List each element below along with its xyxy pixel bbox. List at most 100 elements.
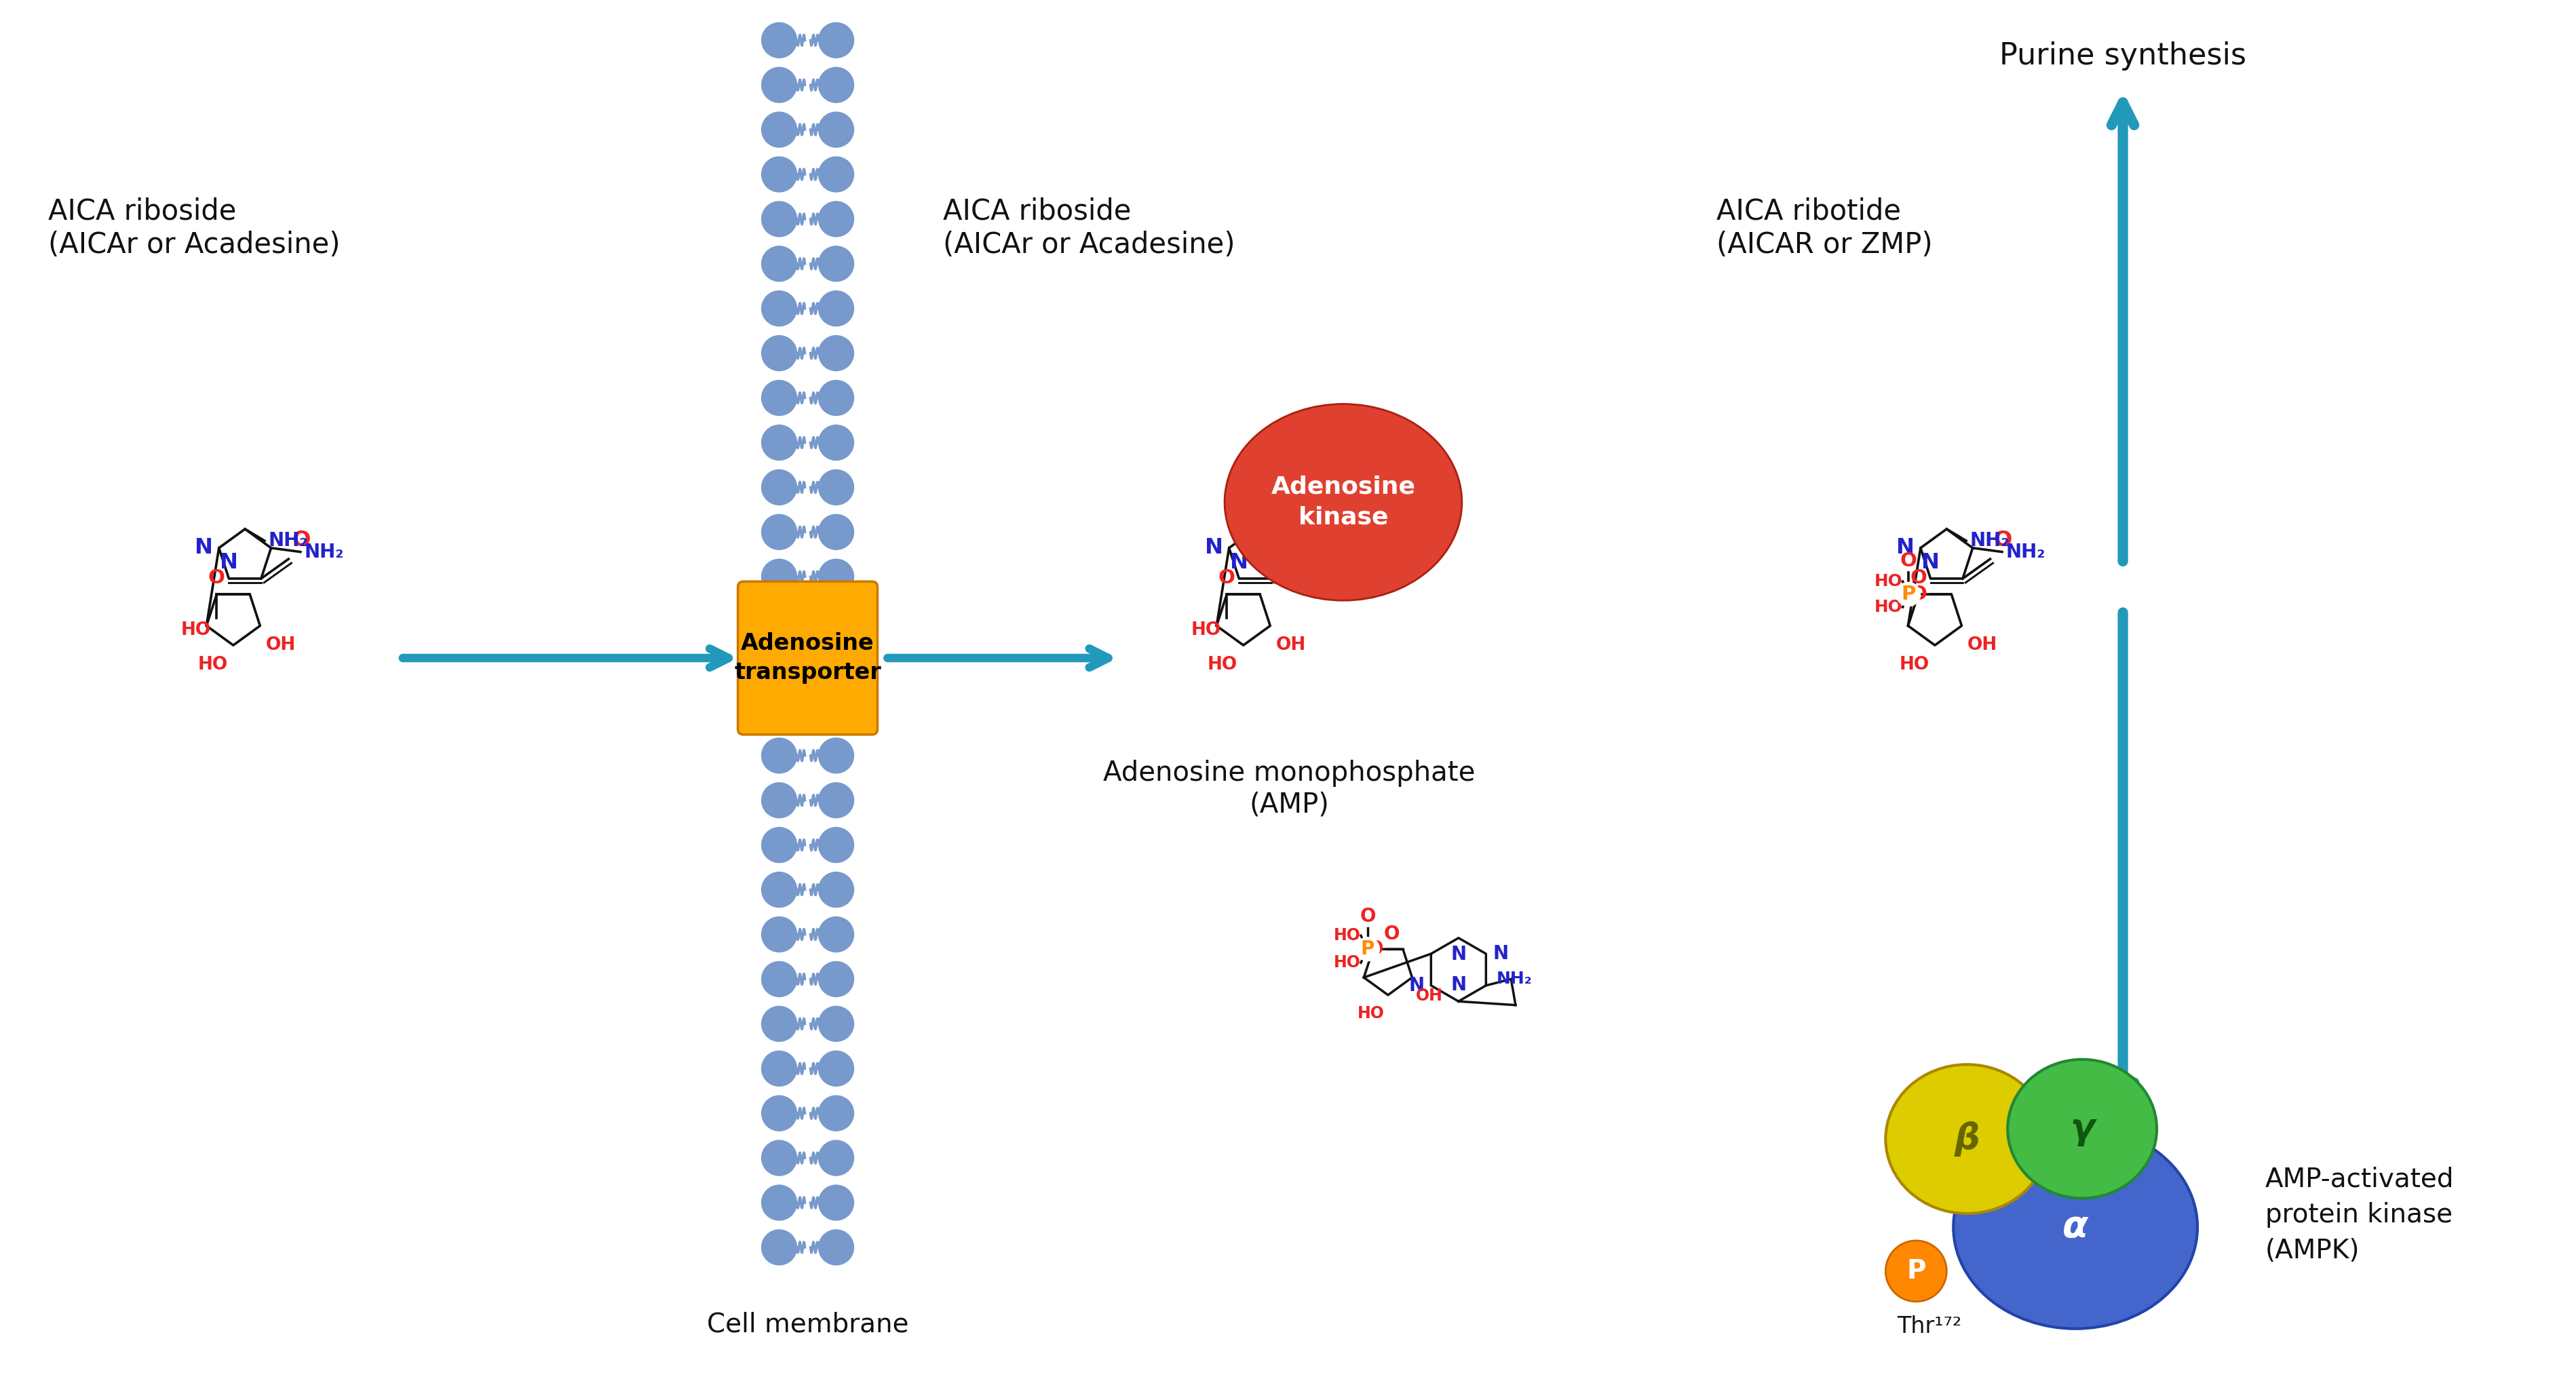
Ellipse shape [1953, 1125, 2197, 1329]
Text: OH: OH [1968, 637, 1996, 655]
Text: OH: OH [1417, 987, 1443, 1004]
Text: HO: HO [1334, 927, 1360, 944]
Circle shape [819, 1141, 853, 1175]
Text: γ: γ [2071, 1111, 2094, 1146]
Text: NH₂: NH₂ [2007, 543, 2045, 561]
Text: O: O [1218, 568, 1236, 588]
Circle shape [819, 917, 853, 952]
Text: AICA riboside
(AICAr or Acadesine): AICA riboside (AICAr or Acadesine) [943, 197, 1236, 258]
Text: O: O [291, 529, 312, 550]
Circle shape [762, 201, 796, 237]
Text: O: O [1360, 907, 1376, 926]
Text: HO: HO [180, 621, 211, 639]
Text: N: N [1896, 537, 1914, 558]
Circle shape [819, 1007, 853, 1041]
Text: N: N [1409, 976, 1425, 995]
Text: HO: HO [1334, 955, 1360, 970]
Text: N: N [1229, 551, 1249, 572]
Circle shape [762, 1007, 796, 1041]
Text: Thr¹⁷²: Thr¹⁷² [1899, 1315, 1963, 1337]
Circle shape [819, 1051, 853, 1086]
Text: HO: HO [198, 656, 227, 673]
Text: Adenosine monophosphate
(AMP): Adenosine monophosphate (AMP) [1103, 759, 1476, 818]
Text: N: N [1922, 551, 1940, 572]
Text: NH₂: NH₂ [304, 543, 343, 561]
Text: N: N [1492, 944, 1510, 963]
Circle shape [819, 246, 853, 282]
Circle shape [762, 1185, 796, 1220]
Circle shape [819, 424, 853, 461]
Text: Purine synthesis: Purine synthesis [1999, 42, 2246, 71]
Circle shape [819, 22, 853, 57]
Text: HO: HO [1899, 656, 1929, 673]
Text: HO: HO [1875, 574, 1904, 589]
Circle shape [762, 962, 796, 997]
Text: AICA riboside
(AICAr or Acadesine): AICA riboside (AICAr or Acadesine) [49, 197, 340, 258]
Text: O: O [1303, 529, 1321, 550]
Circle shape [819, 738, 853, 773]
Circle shape [762, 560, 796, 595]
Text: OH: OH [1275, 637, 1306, 655]
Circle shape [762, 67, 796, 102]
Ellipse shape [1886, 1065, 2048, 1213]
Circle shape [762, 424, 796, 461]
Circle shape [819, 514, 853, 550]
Text: Adenosine
kinase: Adenosine kinase [1270, 476, 1414, 529]
Circle shape [762, 783, 796, 818]
Circle shape [819, 201, 853, 237]
Circle shape [762, 335, 796, 371]
Circle shape [819, 156, 853, 193]
Text: O: O [1911, 585, 1927, 603]
Circle shape [762, 738, 796, 773]
FancyBboxPatch shape [737, 582, 878, 734]
Circle shape [762, 872, 796, 907]
Circle shape [819, 872, 853, 907]
Text: N: N [1450, 976, 1466, 994]
Text: P: P [1906, 1258, 1927, 1284]
Circle shape [819, 783, 853, 818]
Text: NH₂: NH₂ [1971, 532, 2009, 550]
Circle shape [762, 1141, 796, 1175]
Text: O: O [1901, 551, 1917, 571]
Text: AMP-activated
protein kinase
(AMPK): AMP-activated protein kinase (AMPK) [2264, 1166, 2455, 1263]
Circle shape [819, 1230, 853, 1265]
Circle shape [819, 380, 853, 416]
Text: β: β [1955, 1121, 1981, 1157]
Text: N: N [1206, 537, 1224, 558]
Circle shape [762, 246, 796, 282]
Text: NH₂: NH₂ [268, 532, 307, 550]
Circle shape [819, 962, 853, 997]
Circle shape [1886, 1241, 1947, 1301]
Text: O: O [1994, 529, 2012, 550]
Circle shape [762, 514, 796, 550]
Text: HO: HO [1875, 599, 1904, 616]
Circle shape [762, 22, 796, 57]
Circle shape [819, 828, 853, 863]
Text: P: P [1901, 585, 1917, 603]
Circle shape [762, 1230, 796, 1265]
Circle shape [762, 156, 796, 193]
Ellipse shape [1224, 403, 1463, 600]
Circle shape [762, 469, 796, 505]
Text: Adenosine
transporter: Adenosine transporter [734, 632, 881, 684]
Circle shape [762, 290, 796, 327]
Text: O: O [1368, 940, 1383, 959]
Circle shape [762, 1051, 796, 1086]
Ellipse shape [2007, 1060, 2156, 1198]
Text: AICA ribotide
(AICAR or ZMP): AICA ribotide (AICAR or ZMP) [1716, 197, 1932, 258]
Text: N: N [196, 537, 214, 558]
Text: NH₂: NH₂ [1497, 970, 1533, 987]
Text: Cell membrane: Cell membrane [706, 1312, 909, 1337]
Text: HO: HO [1190, 621, 1221, 639]
Circle shape [762, 828, 796, 863]
Circle shape [819, 560, 853, 595]
Circle shape [819, 1096, 853, 1131]
Circle shape [762, 917, 796, 952]
Text: HO: HO [1208, 656, 1236, 673]
Circle shape [762, 112, 796, 147]
Text: O: O [209, 568, 224, 588]
Text: N: N [1450, 945, 1466, 963]
Text: O: O [1383, 924, 1399, 944]
Text: NH₂: NH₂ [1278, 532, 1319, 550]
Circle shape [819, 67, 853, 102]
